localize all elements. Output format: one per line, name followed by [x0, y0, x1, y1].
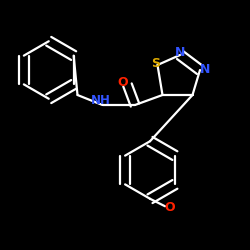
Text: N: N — [175, 46, 186, 60]
Text: S: S — [151, 57, 160, 70]
Text: O: O — [164, 201, 175, 214]
Text: O: O — [118, 76, 128, 89]
Text: NH: NH — [90, 94, 110, 108]
Text: N: N — [200, 63, 211, 76]
